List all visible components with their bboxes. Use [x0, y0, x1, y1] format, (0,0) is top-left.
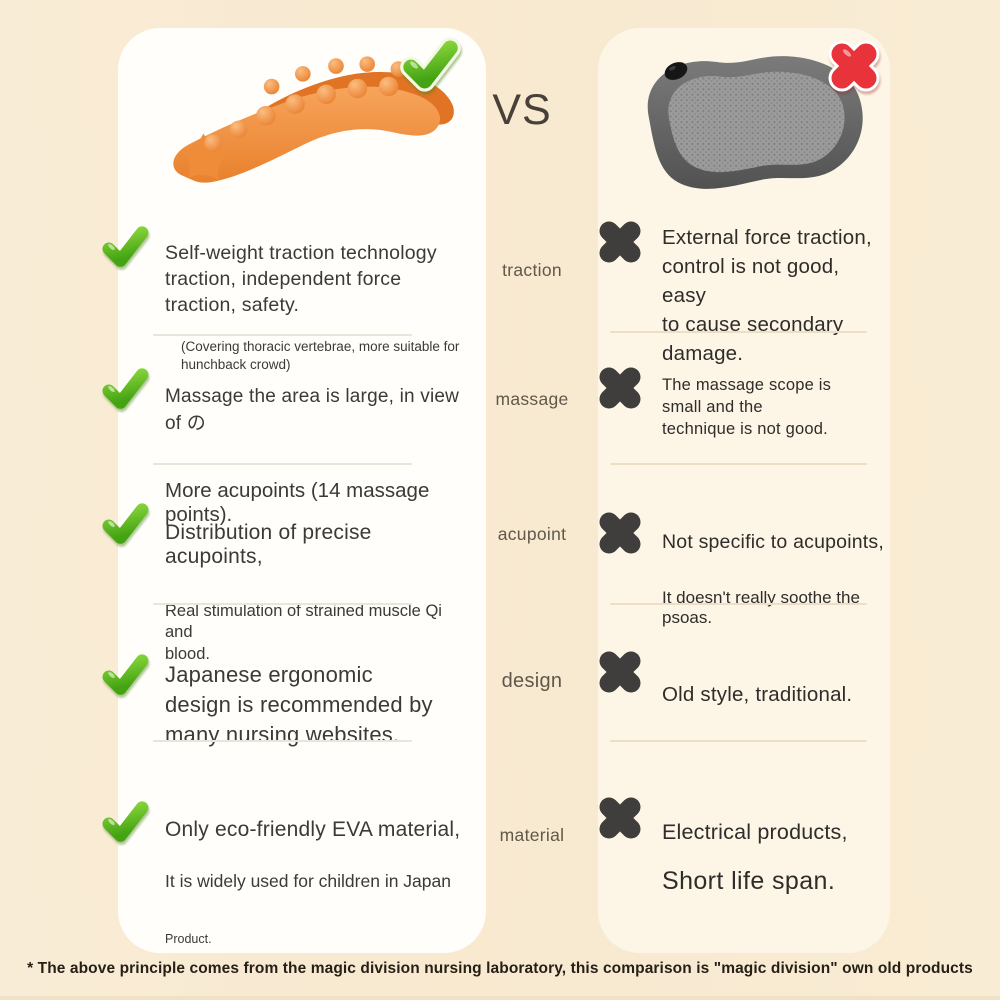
bottom-edge-strip: [0, 996, 1000, 1000]
drawback-text-acupoint: Not specific to acupoints, It doesn't re…: [662, 513, 884, 646]
feature-subtitle: Real stimulation of strained muscle Qi a…: [165, 602, 442, 663]
feature-text-material: Only eco-friendly EVA material, It is wi…: [165, 800, 465, 964]
divider: [610, 463, 867, 465]
category-label-massage: massage: [495, 389, 569, 409]
cross-icon: [593, 361, 647, 415]
drawback-text-traction: External force traction, control is not …: [662, 205, 884, 387]
vs-column: VS traction massage acupoint design mate…: [476, 0, 588, 1000]
cross-icon: [593, 506, 647, 560]
check-icon: [98, 648, 152, 702]
feature-title: Only eco-friendly EVA material,: [165, 818, 461, 841]
category-label-material: material: [499, 825, 565, 845]
feature-title: Distribution of precise acupoints,: [165, 521, 372, 568]
divider: [153, 334, 412, 336]
divider: [153, 740, 412, 742]
divider: [153, 463, 412, 465]
drawback-title: Electrical products,: [662, 820, 848, 844]
traction-device-image: [148, 30, 483, 225]
feature-note: Product.: [165, 932, 212, 946]
cross-icon: [593, 645, 647, 699]
divider: [610, 603, 867, 605]
approve-check-icon: [398, 33, 462, 97]
drawback-title: External force traction, control is not …: [662, 226, 872, 366]
divider: [610, 740, 867, 742]
feature-text-massage: Massage the area is large, in view of の …: [165, 368, 465, 545]
divider: [153, 603, 412, 605]
feature-title: Massage the area is large, in view of の: [165, 386, 460, 434]
drawback-text-design: Old style, traditional.: [662, 665, 884, 725]
footnote: * The above principle comes from the mag…: [27, 960, 973, 977]
feature-subtitle: It is widely used for children in Japan: [165, 871, 451, 891]
right-product-card: External force traction, control is not …: [598, 28, 890, 953]
vs-label: VS: [492, 86, 552, 134]
category-label-traction: traction: [502, 260, 562, 280]
drawback-title: Old style, traditional.: [662, 683, 853, 706]
drawback-text-material: Electrical products, Short life span.: [662, 802, 884, 914]
drawback-title: Not specific to acupoints,: [662, 531, 884, 553]
divider: [610, 331, 867, 333]
check-icon: [98, 362, 152, 416]
reject-x-icon: [824, 36, 884, 96]
check-icon: [98, 220, 152, 274]
feature-text-acupoint: Distribution of precise acupoints, Real …: [165, 503, 465, 683]
cross-icon: [593, 791, 647, 845]
feature-title-2: More acupoints (14 massage points).: [165, 479, 430, 526]
category-label-acupoint: acupoint: [497, 524, 567, 544]
drawback-text-massage: The massage scope is small and the techn…: [662, 357, 884, 458]
drawback-subtitle: Short life span.: [662, 867, 836, 895]
feature-title: Self-weight traction technology traction…: [165, 242, 437, 317]
feature-subtitle: (Covering thoracic vertebrae, more suita…: [181, 339, 460, 372]
feature-title: Japanese ergonomic design is recommended…: [165, 662, 433, 747]
feature-text-traction: Self-weight traction technology traction…: [165, 222, 465, 391]
drawback-title: The massage scope is small and the techn…: [662, 376, 832, 438]
cross-icon: [593, 215, 647, 269]
massage-pillow-image: [625, 32, 880, 202]
check-icon: [98, 795, 152, 849]
left-product-card: Self-weight traction technology traction…: [102, 28, 486, 953]
drawback-subtitle: It doesn't really soothe the psoas.: [662, 588, 860, 627]
check-icon: [98, 497, 152, 551]
feature-text-design: Japanese ergonomic design is recommended…: [165, 642, 465, 768]
category-label-design: design: [501, 670, 563, 692]
